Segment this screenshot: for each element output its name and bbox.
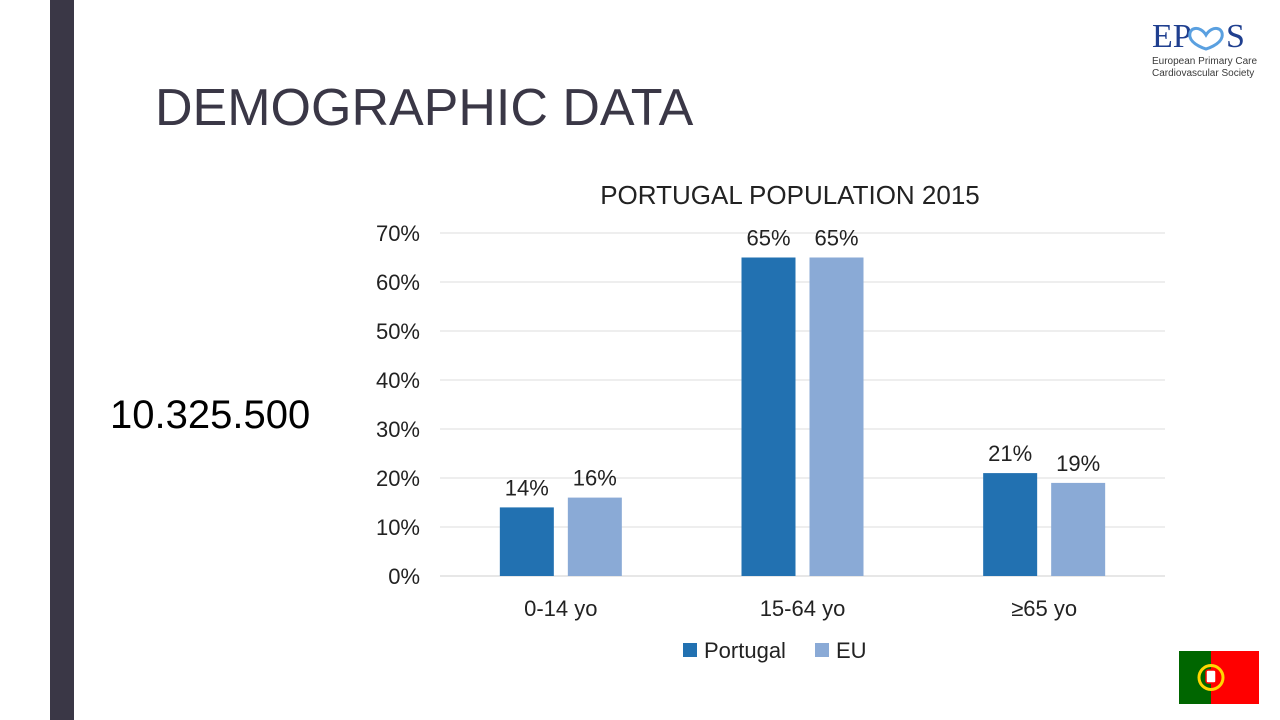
epcs-logo: EP S: [1152, 18, 1245, 55]
bar-eu: [1051, 482, 1106, 576]
bar-eu: [567, 497, 622, 576]
y-tick-label: 50%: [376, 319, 420, 344]
bar-eu: [809, 257, 864, 576]
y-tick-label: 40%: [376, 368, 420, 393]
bar-portugal: [983, 473, 1038, 576]
x-category-label: 0-14 yo: [524, 596, 597, 621]
y-tick-label: 60%: [376, 270, 420, 295]
chart-title: PORTUGAL POPULATION 2015: [600, 180, 980, 210]
bar-portugal: [499, 507, 554, 576]
bar-portugal: [741, 257, 796, 576]
x-category-label: 15-64 yo: [760, 596, 846, 621]
y-tick-label: 30%: [376, 417, 420, 442]
data-label: 16%: [573, 466, 617, 491]
side-accent-bar: [50, 0, 74, 720]
data-label: 14%: [505, 475, 549, 500]
portugal-flag-icon: [1179, 651, 1259, 704]
legend-label-portugal: Portugal: [704, 638, 786, 663]
slide-title: DEMOGRAPHIC DATA: [155, 79, 694, 137]
legend-swatch-portugal: [683, 643, 697, 657]
logo-tagline: European Primary Care Cardiovascular Soc…: [1152, 56, 1272, 80]
legend-label-eu: EU: [836, 638, 867, 663]
logo-wordmark-right: S: [1226, 18, 1245, 55]
data-label: 65%: [746, 226, 790, 251]
data-label: 65%: [814, 226, 858, 251]
data-label: 21%: [988, 441, 1032, 466]
logo-tagline-line1: European Primary Care: [1152, 56, 1258, 67]
y-tick-label: 0%: [388, 564, 420, 589]
y-tick-label: 20%: [376, 466, 420, 491]
population-total: 10.325.500: [110, 393, 311, 437]
heart-icon: [1188, 27, 1224, 51]
data-label: 19%: [1056, 451, 1100, 476]
x-category-label: ≥65 yo: [1011, 596, 1077, 621]
legend-swatch-eu: [815, 643, 829, 657]
logo-tagline-line2: Cardiovascular Society: [1152, 68, 1255, 79]
y-tick-label: 70%: [376, 221, 420, 246]
y-tick-label: 10%: [376, 515, 420, 540]
logo-wordmark-left: EP: [1152, 18, 1192, 55]
